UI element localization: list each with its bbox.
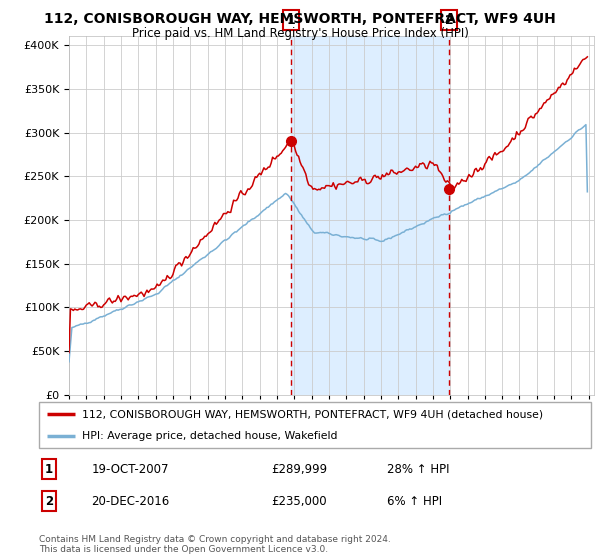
Text: 19-OCT-2007: 19-OCT-2007 [91,463,169,475]
Text: Contains HM Land Registry data © Crown copyright and database right 2024.
This d: Contains HM Land Registry data © Crown c… [39,535,391,554]
Text: 2: 2 [445,13,454,27]
Text: HPI: Average price, detached house, Wakefield: HPI: Average price, detached house, Wake… [82,431,338,441]
Text: 1: 1 [45,463,53,475]
Text: 2: 2 [45,494,53,508]
Text: 112, CONISBOROUGH WAY, HEMSWORTH, PONTEFRACT, WF9 4UH (detached house): 112, CONISBOROUGH WAY, HEMSWORTH, PONTEF… [82,409,543,419]
Text: 6% ↑ HPI: 6% ↑ HPI [387,494,442,508]
Text: £235,000: £235,000 [271,494,326,508]
Text: 1: 1 [286,13,295,27]
FancyBboxPatch shape [39,402,591,448]
Text: £289,999: £289,999 [271,463,327,475]
Text: 28% ↑ HPI: 28% ↑ HPI [387,463,449,475]
Text: Price paid vs. HM Land Registry's House Price Index (HPI): Price paid vs. HM Land Registry's House … [131,27,469,40]
Text: 20-DEC-2016: 20-DEC-2016 [91,494,170,508]
Bar [291,36,449,395]
Text: 112, CONISBOROUGH WAY, HEMSWORTH, PONTEFRACT, WF9 4UH: 112, CONISBOROUGH WAY, HEMSWORTH, PONTEF… [44,12,556,26]
